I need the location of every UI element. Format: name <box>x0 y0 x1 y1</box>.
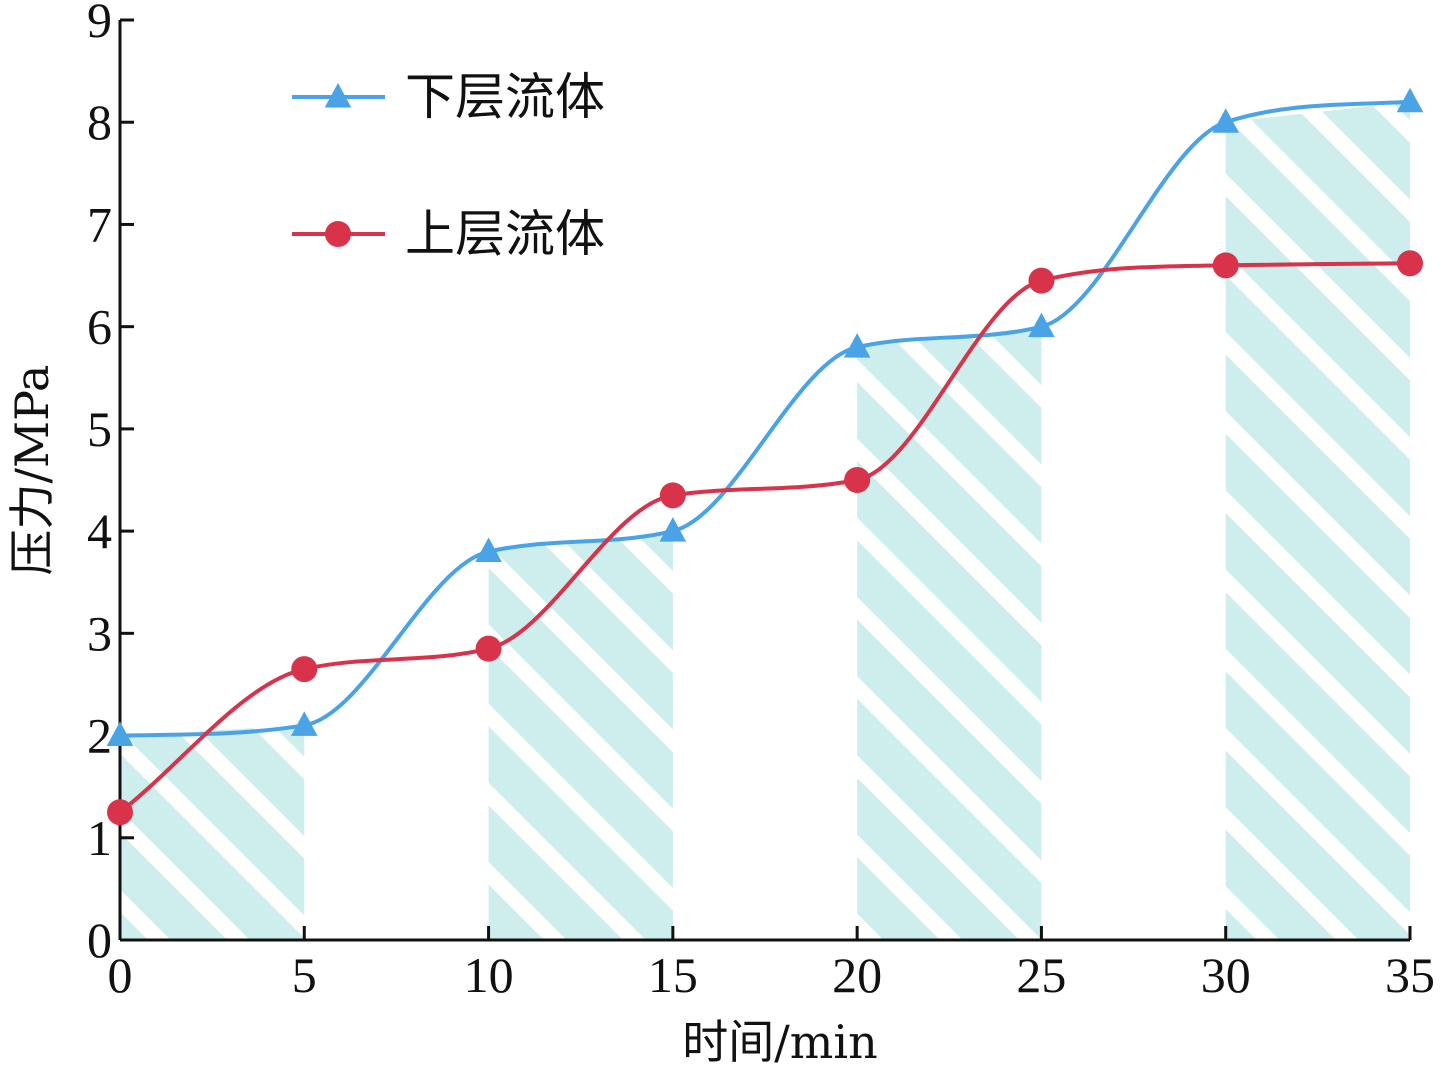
x-tick-label: 10 <box>464 947 514 1003</box>
series-line-0 <box>119 99 1411 738</box>
data-point-s1-0 <box>107 799 133 826</box>
y-tick-label: 2 <box>87 708 112 764</box>
data-point-s1-7 <box>1397 250 1423 277</box>
legend-label-1: 上层流体 <box>405 205 605 263</box>
data-point-s0-0 <box>106 721 134 747</box>
y-tick-label: 4 <box>87 503 112 559</box>
data-point-s1-4 <box>844 467 871 493</box>
series-lines <box>118 99 1411 814</box>
y-tick-label: 7 <box>87 196 112 252</box>
data-point-s0-3 <box>659 517 687 542</box>
data-point-s0-5 <box>1028 312 1055 338</box>
data-point-s0-7 <box>1396 87 1424 113</box>
axes <box>118 20 1410 942</box>
x-tick-label: 0 <box>108 947 133 1003</box>
x-tick-label: 25 <box>1016 947 1066 1003</box>
y-tick-label: 1 <box>87 810 112 866</box>
y-tick-label: 0 <box>87 912 112 968</box>
x-tick-label: 20 <box>832 947 882 1003</box>
x-tick-label: 5 <box>292 947 317 1003</box>
y-axis-title: 压力/MPa <box>5 365 59 576</box>
data-point-s1-6 <box>1212 252 1239 279</box>
data-point-s0-6 <box>1212 108 1240 133</box>
data-point-s1-2 <box>475 635 502 662</box>
shaded-interval-1 <box>488 531 673 940</box>
data-point-s0-1 <box>290 711 318 736</box>
series-line-1 <box>118 261 1411 814</box>
data-point-s1-5 <box>1028 267 1055 294</box>
legend-marker-0 <box>324 83 352 108</box>
data-point-s0-2 <box>475 537 502 563</box>
legend-label-0: 下层流体 <box>405 68 605 126</box>
legend-marker-1 <box>325 221 351 247</box>
x-tick-label: 15 <box>648 947 698 1003</box>
data-point-s1-3 <box>659 482 686 509</box>
shaded-interval-2 <box>857 326 1042 940</box>
tick-marks: 0 1 2 3 4 5 6 7 8 9 0 5 10 15 20 25 30 35 <box>87 0 1435 1003</box>
x-axis-title: 时间/min <box>682 1015 877 1068</box>
shaded-interval-0 <box>120 725 305 940</box>
y-tick-label: 5 <box>87 401 112 457</box>
shaded-intervals <box>120 101 1410 941</box>
shaded-interval-3 <box>1225 101 1410 941</box>
series-markers <box>106 87 1424 826</box>
data-point-s1-1 <box>291 656 318 683</box>
x-tick-label: 30 <box>1201 947 1251 1003</box>
y-tick-label: 3 <box>87 605 112 661</box>
y-tick-label: 8 <box>87 94 112 150</box>
y-tick-label: 9 <box>87 0 112 48</box>
data-point-s0-4 <box>843 333 871 358</box>
y-tick-label: 6 <box>87 299 112 355</box>
x-tick-label: 35 <box>1385 947 1435 1003</box>
